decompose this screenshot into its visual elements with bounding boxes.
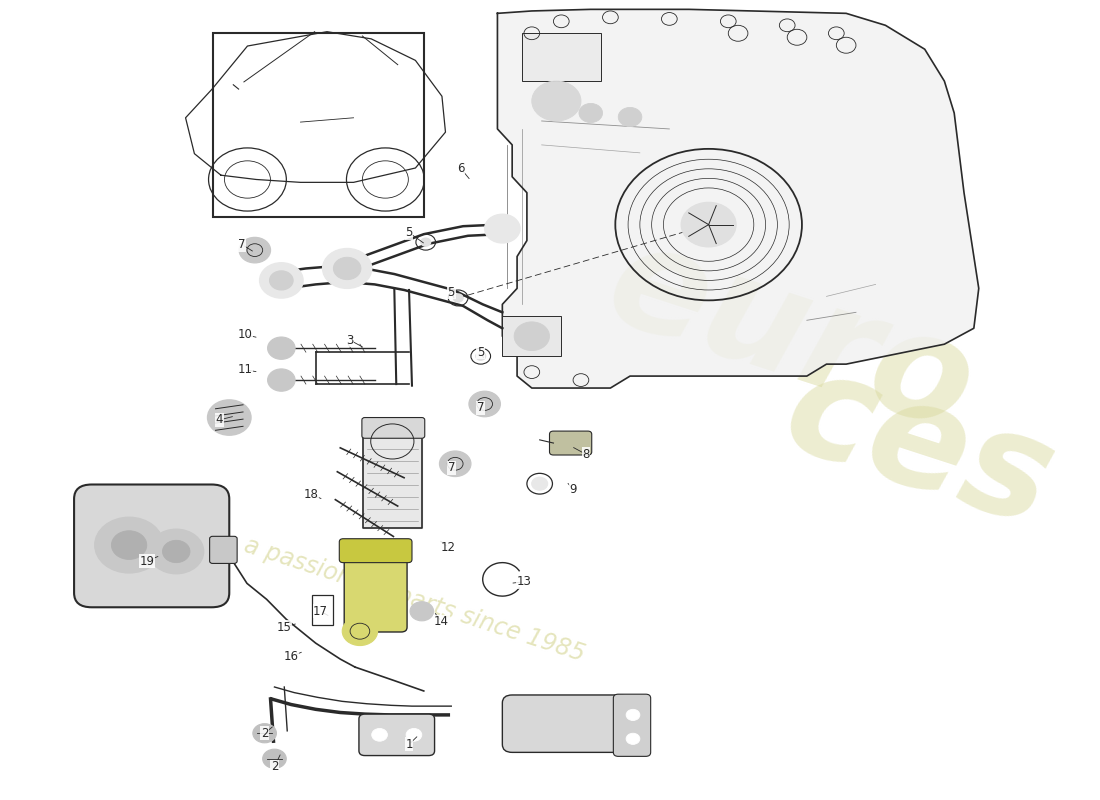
Text: 3: 3 [346, 334, 354, 346]
Circle shape [267, 337, 295, 359]
Circle shape [270, 271, 293, 290]
Text: 7: 7 [448, 462, 455, 474]
Circle shape [440, 451, 471, 477]
FancyBboxPatch shape [614, 694, 651, 756]
Bar [311, 594, 333, 625]
Circle shape [421, 238, 430, 246]
Circle shape [469, 391, 500, 417]
Circle shape [163, 540, 190, 562]
Text: 17: 17 [314, 605, 328, 618]
Circle shape [253, 724, 276, 743]
FancyBboxPatch shape [74, 485, 229, 607]
Text: 6: 6 [458, 162, 465, 175]
Circle shape [333, 258, 361, 280]
Circle shape [514, 322, 550, 350]
Circle shape [531, 478, 548, 490]
Text: 5: 5 [405, 226, 412, 239]
Text: ces: ces [768, 338, 1070, 557]
Circle shape [148, 529, 204, 574]
Text: 5: 5 [477, 346, 484, 358]
Bar [522, 34, 601, 81]
FancyBboxPatch shape [550, 431, 592, 455]
Circle shape [342, 617, 377, 646]
FancyBboxPatch shape [503, 695, 630, 752]
FancyBboxPatch shape [359, 714, 434, 755]
Text: 4: 4 [216, 414, 223, 426]
Circle shape [531, 81, 581, 121]
Text: 15: 15 [277, 621, 292, 634]
Text: 13: 13 [517, 575, 531, 588]
Circle shape [267, 369, 295, 391]
Circle shape [260, 263, 302, 298]
Circle shape [410, 602, 433, 621]
Circle shape [453, 294, 463, 302]
FancyBboxPatch shape [344, 550, 407, 632]
Text: 8: 8 [582, 448, 590, 461]
Text: 12: 12 [441, 541, 455, 554]
Text: 10: 10 [238, 328, 252, 341]
Text: 14: 14 [433, 615, 449, 628]
Circle shape [95, 517, 164, 573]
Polygon shape [497, 10, 979, 388]
Circle shape [626, 710, 640, 721]
Text: 18: 18 [304, 487, 318, 501]
Circle shape [208, 400, 251, 435]
Text: euro: euro [591, 211, 991, 462]
Text: 7: 7 [477, 402, 484, 414]
Circle shape [406, 729, 421, 742]
Text: 7: 7 [239, 238, 245, 251]
FancyBboxPatch shape [210, 536, 238, 563]
Bar [503, 316, 561, 356]
Text: 9: 9 [570, 482, 576, 496]
Circle shape [579, 103, 603, 122]
Circle shape [263, 749, 286, 768]
Circle shape [476, 352, 486, 360]
FancyBboxPatch shape [339, 538, 412, 562]
Text: a passion for parts since 1985: a passion for parts since 1985 [241, 533, 587, 666]
Text: 19: 19 [140, 554, 154, 567]
Circle shape [626, 734, 640, 744]
Circle shape [239, 238, 271, 263]
Polygon shape [363, 432, 421, 527]
Bar [212, 34, 424, 217]
Circle shape [485, 214, 520, 243]
Text: 2: 2 [271, 760, 278, 774]
Circle shape [322, 249, 372, 288]
Text: 2: 2 [261, 726, 268, 740]
Text: 16: 16 [284, 650, 299, 663]
Text: 11: 11 [238, 363, 253, 376]
Circle shape [681, 202, 736, 247]
Circle shape [372, 729, 387, 742]
Circle shape [111, 530, 146, 559]
Text: 5: 5 [448, 286, 455, 299]
Text: 1: 1 [405, 738, 412, 751]
Circle shape [618, 107, 641, 126]
FancyBboxPatch shape [362, 418, 425, 438]
